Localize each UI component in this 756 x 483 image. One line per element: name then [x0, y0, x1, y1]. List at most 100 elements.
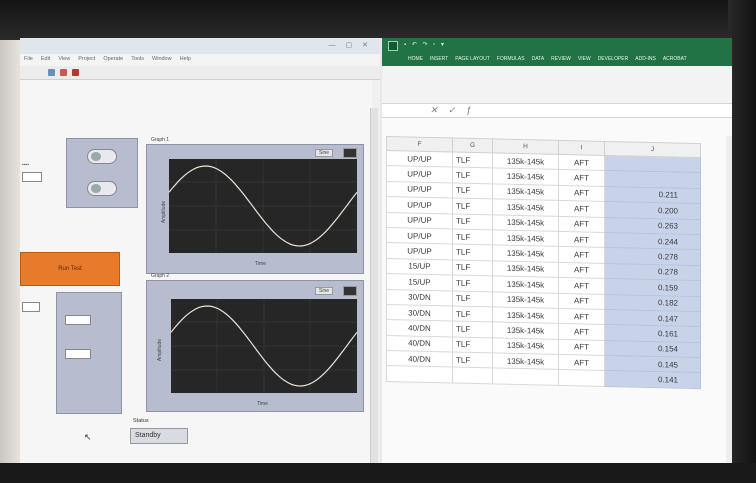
tab-review[interactable]: REVIEW [551, 56, 571, 62]
cell-h[interactable]: 135k-145k [492, 291, 559, 309]
menu-operate[interactable]: Operate [103, 56, 124, 62]
column-header-i[interactable]: I [558, 140, 605, 156]
column-header-g[interactable]: G [452, 138, 493, 153]
quick-access-toolbar[interactable]: ▪ ↶ ↷ ▫ ▾ [404, 42, 446, 48]
cell-f[interactable]: 30/DN [386, 304, 453, 322]
cell-f[interactable]: UP/UP [386, 242, 453, 260]
tab-home[interactable]: HOME [408, 56, 423, 62]
cell-h[interactable]: 135k-145k [492, 214, 559, 232]
cell-h[interactable]: 135k-145k [492, 168, 559, 186]
formula-bar[interactable]: ✕ ✓ ƒ [382, 104, 732, 118]
cell-i[interactable]: AFT [558, 215, 605, 233]
cell-h[interactable]: 135k-145k [492, 152, 559, 170]
cell-i[interactable]: AFT [558, 277, 605, 294]
tab-formulas[interactable]: FORMULAS [496, 56, 525, 62]
run-arrow-icon[interactable] [48, 69, 55, 76]
cell-g[interactable]: TLF [452, 182, 493, 200]
cell-i[interactable]: AFT [558, 308, 605, 325]
cell-h[interactable]: 135k-145k [492, 229, 559, 247]
cell-g[interactable]: TLF [452, 152, 493, 169]
cell-h[interactable]: 135k-145k [492, 337, 559, 355]
cell-j[interactable]: 0.141 [604, 370, 701, 389]
tab-developer[interactable]: DEVELOPER [597, 56, 629, 62]
menu-window[interactable]: Window [152, 56, 172, 62]
column-header-h[interactable]: H [492, 138, 559, 155]
cell-i[interactable]: AFT [558, 154, 605, 171]
menu-file[interactable]: File [24, 56, 33, 62]
labview-scrollbar[interactable] [370, 108, 378, 463]
numeric-control-2[interactable] [65, 315, 91, 325]
cell-g[interactable]: TLF [452, 213, 493, 230]
menu-edit[interactable]: Edit [40, 56, 51, 62]
cell-f[interactable]: UP/UP [386, 181, 453, 199]
cell-f[interactable]: UP/UP [386, 212, 453, 229]
cell-g[interactable]: TLF [452, 352, 493, 369]
tab-view[interactable]: VIEW [577, 56, 591, 62]
cell-f[interactable]: UP/UP [386, 165, 453, 183]
cell-h[interactable]: 135k-145k [492, 245, 559, 263]
cell-f[interactable]: UP/UP [386, 227, 453, 245]
cell-g[interactable]: TLF [452, 321, 493, 338]
cell-g[interactable]: TLF [452, 290, 493, 307]
toggle-switch-2[interactable] [87, 181, 117, 196]
tab-data[interactable]: DATA [531, 56, 545, 62]
cell-i[interactable]: AFT [558, 185, 605, 202]
cell-h[interactable]: 135k-145k [492, 352, 559, 370]
cell-g[interactable]: TLF [452, 167, 493, 184]
numeric-control-4[interactable] [22, 302, 40, 312]
stop-icon[interactable] [72, 69, 79, 76]
cell-i[interactable]: AFT [558, 246, 605, 264]
cell-i[interactable]: AFT [558, 200, 605, 218]
formula-icons[interactable]: ✕ ✓ ƒ [430, 105, 476, 115]
cell-g[interactable]: TLF [452, 228, 493, 246]
cell-g[interactable]: TLF [452, 198, 493, 215]
cell-i[interactable]: AFT [558, 169, 605, 187]
cell-i[interactable]: AFT [558, 323, 605, 341]
menu-view[interactable]: View [58, 56, 71, 62]
spreadsheet-grid[interactable]: F G H I J UP/UP TLF 135k-145k AFT UP/UP TLF 13… [386, 136, 701, 389]
abort-icon[interactable] [60, 69, 67, 76]
menu-tools[interactable]: Tools [131, 56, 145, 62]
cell-h[interactable]: 135k-145k [492, 276, 559, 293]
menu-help[interactable]: Help [179, 56, 191, 62]
toggle-switch-1[interactable] [87, 149, 117, 164]
numeric-control-3[interactable] [65, 349, 91, 359]
cell-g[interactable]: TLF [452, 305, 493, 323]
cell-f[interactable]: 40/DN [386, 335, 453, 353]
cell-h[interactable] [492, 368, 559, 386]
graph-2-legend[interactable]: Sine [315, 287, 334, 295]
cell-i[interactable] [558, 369, 605, 387]
numeric-control-1[interactable] [22, 172, 42, 182]
cell-g[interactable]: TLF [452, 244, 493, 261]
cell-i[interactable]: AFT [558, 354, 605, 371]
cell-g[interactable]: TLF [452, 336, 493, 353]
excel-scrollbar[interactable] [726, 136, 732, 463]
cell-h[interactable]: 135k-145k [492, 183, 559, 201]
graph-1-legend[interactable]: Sine [315, 149, 334, 157]
plot-style-icon[interactable] [343, 286, 357, 296]
tab-page-layout[interactable]: PAGE LAYOUT [455, 56, 490, 62]
cell-i[interactable]: AFT [558, 231, 605, 248]
cell-g[interactable]: TLF [452, 275, 493, 292]
cell-f[interactable]: UP/UP [386, 196, 453, 214]
cell-f[interactable]: UP/UP [386, 150, 453, 168]
menu-project[interactable]: Project [78, 56, 96, 62]
cell-f[interactable]: 30/DN [386, 289, 453, 306]
cell-i[interactable]: AFT [558, 292, 605, 310]
tab-add-ins[interactable]: ADD-INS [635, 56, 656, 62]
cell-h[interactable]: 135k-145k [492, 260, 559, 278]
cell-h[interactable]: 135k-145k [492, 322, 559, 340]
cell-i[interactable]: AFT [558, 262, 605, 279]
cell-f[interactable] [386, 365, 453, 383]
cell-f[interactable]: 40/DN [386, 319, 453, 337]
run-test-button[interactable]: Run Test [20, 252, 120, 286]
tab-acrobat[interactable]: ACROBAT [662, 56, 687, 62]
cell-g[interactable] [452, 367, 493, 384]
cell-g[interactable]: TLF [452, 259, 493, 277]
cell-i[interactable]: AFT [558, 339, 605, 356]
window-controls[interactable]: — ▢ ✕ [328, 42, 372, 49]
cell-f[interactable]: 15/UP [386, 273, 453, 291]
cell-h[interactable]: 135k-145k [492, 306, 559, 324]
cell-f[interactable]: 40/DN [386, 350, 453, 368]
cell-f[interactable]: 15/UP [386, 258, 453, 276]
